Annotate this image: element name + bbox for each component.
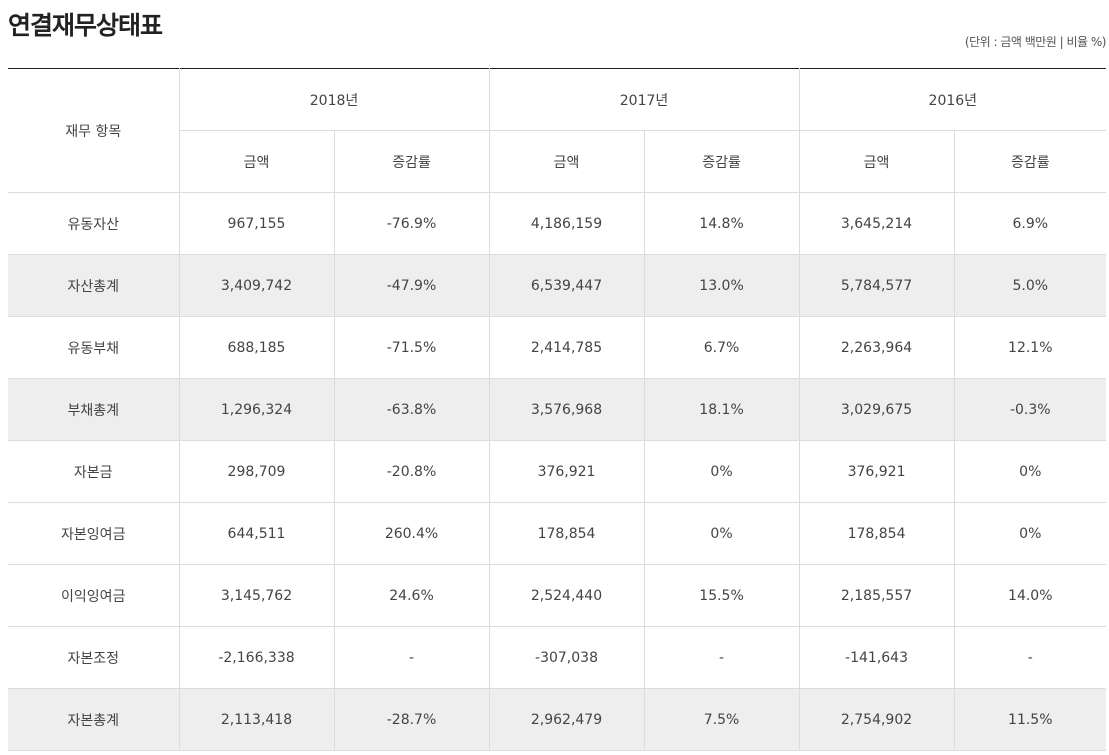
row-label: 이익잉여금: [8, 564, 180, 627]
rate-cell: 7.5%: [644, 688, 800, 751]
amount-cell: 376,921: [489, 440, 645, 503]
amount-cell: 644,511: [179, 502, 335, 565]
rate-cell: 6.9%: [954, 192, 1107, 255]
financial-table: 재무 항목 2018년 2017년 2016년 금액 증감률 금액 증감률 금액…: [8, 68, 1107, 751]
header-year: 2016년: [799, 68, 1107, 131]
rate-cell: 5.0%: [954, 254, 1107, 317]
unit-note: (단위 : 금액 백만원 | 비율 %): [964, 35, 1107, 49]
rate-cell: 14.8%: [644, 192, 800, 255]
row-label: 자본조정: [8, 626, 180, 689]
table-body: 유동자산 967,155 -76.9% 4,186,159 14.8% 3,645,214…: [8, 192, 1107, 751]
header-rate: 증감률: [644, 130, 800, 193]
table-row: 자본잉여금 644,511 260.4% 178,854 0% 178,854 0%: [8, 502, 1107, 565]
rate-cell: 11.5%: [954, 688, 1107, 751]
rate-cell: 18.1%: [644, 378, 800, 441]
header-rate: 증감률: [954, 130, 1107, 193]
amount-cell: 2,185,557: [799, 564, 955, 627]
row-label: 유동부채: [8, 316, 180, 379]
rate-cell: 0%: [954, 502, 1107, 565]
row-label: 자산총계: [8, 254, 180, 317]
amount-cell: 3,645,214: [799, 192, 955, 255]
amount-cell: 2,263,964: [799, 316, 955, 379]
rate-cell: -: [334, 626, 490, 689]
rate-cell: 0%: [644, 440, 800, 503]
table-row: 유동부채 688,185 -71.5% 2,414,785 6.7% 2,263,964 1…: [8, 316, 1107, 379]
table-row: 이익잉여금 3,145,762 24.6% 2,524,440 15.5% 2,185,5…: [8, 564, 1107, 627]
amount-cell: 178,854: [799, 502, 955, 565]
amount-cell: 2,754,902: [799, 688, 955, 751]
rate-cell: 12.1%: [954, 316, 1107, 379]
page-title: 연결재무상태표: [8, 11, 163, 40]
rate-cell: -63.8%: [334, 378, 490, 441]
rate-cell: 6.7%: [644, 316, 800, 379]
row-label: 자본금: [8, 440, 180, 503]
amount-cell: -2,166,338: [179, 626, 335, 689]
header-amount: 금액: [179, 130, 335, 193]
amount-cell: -307,038: [489, 626, 645, 689]
rate-cell: 0%: [954, 440, 1107, 503]
rate-cell: 0%: [644, 502, 800, 565]
rate-cell: -28.7%: [334, 688, 490, 751]
rate-cell: -: [954, 626, 1107, 689]
rate-cell: -47.9%: [334, 254, 490, 317]
amount-cell: 5,784,577: [799, 254, 955, 317]
amount-cell: 2,962,479: [489, 688, 645, 751]
table-row: 부채총계 1,296,324 -63.8% 3,576,968 18.1% 3,029,6…: [8, 378, 1107, 441]
amount-cell: 1,296,324: [179, 378, 335, 441]
rate-cell: -76.9%: [334, 192, 490, 255]
amount-cell: 2,414,785: [489, 316, 645, 379]
header-rate: 증감률: [334, 130, 490, 193]
header-year: 2017년: [489, 68, 800, 131]
amount-cell: 6,539,447: [489, 254, 645, 317]
amount-cell: 376,921: [799, 440, 955, 503]
header-amount: 금액: [489, 130, 645, 193]
header-item: 재무 항목: [8, 68, 180, 193]
row-label: 자본총계: [8, 688, 180, 751]
amount-cell: 688,185: [179, 316, 335, 379]
amount-cell: -141,643: [799, 626, 955, 689]
table-row: 자본조정 -2,166,338- -307,038- -141,643-: [8, 626, 1107, 689]
amount-cell: 178,854: [489, 502, 645, 565]
header-amount: 금액: [799, 130, 955, 193]
amount-cell: 2,113,418: [179, 688, 335, 751]
header-row-sub: 금액 증감률 금액 증감률 금액 증감률: [8, 130, 1107, 193]
table-row: 자본총계 2,113,418 -28.7% 2,962,479 7.5% 2,754,90…: [8, 688, 1107, 751]
rate-cell: 15.5%: [644, 564, 800, 627]
rate-cell: -20.8%: [334, 440, 490, 503]
amount-cell: 2,524,440: [489, 564, 645, 627]
amount-cell: 3,576,968: [489, 378, 645, 441]
amount-cell: 4,186,159: [489, 192, 645, 255]
rate-cell: 14.0%: [954, 564, 1107, 627]
table-row: 유동자산 967,155 -76.9% 4,186,159 14.8% 3,645,214…: [8, 192, 1107, 255]
table-row: 자산총계 3,409,742 -47.9% 6,539,447 13.0% 5,784,5…: [8, 254, 1107, 317]
row-label: 자본잉여금: [8, 502, 180, 565]
rate-cell: -71.5%: [334, 316, 490, 379]
amount-cell: 967,155: [179, 192, 335, 255]
amount-cell: 3,145,762: [179, 564, 335, 627]
rate-cell: 24.6%: [334, 564, 490, 627]
header-year: 2018년: [179, 68, 490, 131]
amount-cell: 3,029,675: [799, 378, 955, 441]
row-label: 부채총계: [8, 378, 180, 441]
rate-cell: 260.4%: [334, 502, 490, 565]
amount-cell: 298,709: [179, 440, 335, 503]
rate-cell: 13.0%: [644, 254, 800, 317]
table-row: 자본금 298,709 -20.8% 376,921 0% 376,921 0%: [8, 440, 1107, 503]
rate-cell: -: [644, 626, 800, 689]
amount-cell: 3,409,742: [179, 254, 335, 317]
rate-cell: -0.3%: [954, 378, 1107, 441]
header-row-years: 재무 항목 2018년 2017년 2016년: [8, 68, 1107, 193]
row-label: 유동자산: [8, 192, 180, 255]
